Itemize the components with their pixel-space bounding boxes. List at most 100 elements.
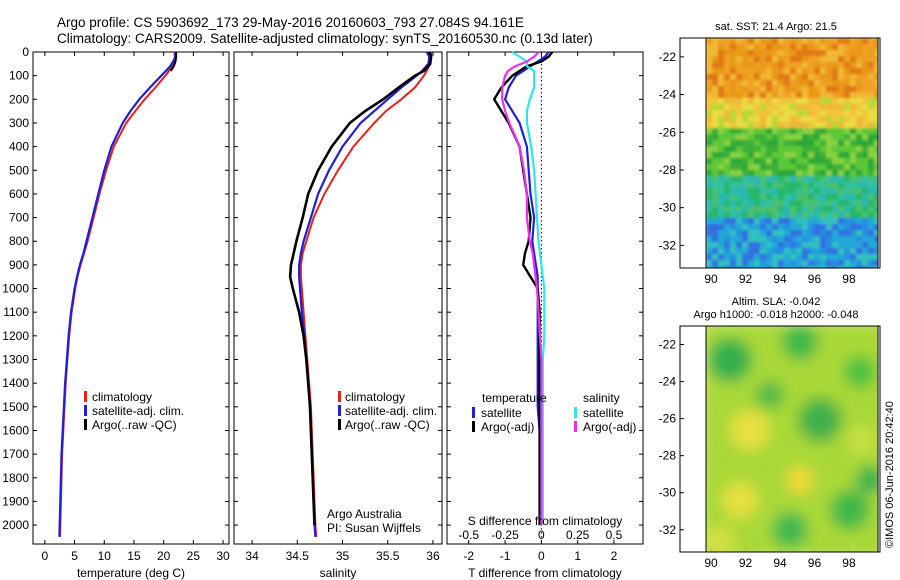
sst-cell: [712, 200, 719, 207]
sst-cell: [874, 254, 878, 261]
sst-cell: [820, 218, 827, 225]
sst-cell: [724, 254, 731, 261]
sst-cell: [754, 164, 761, 171]
sst-cell: [826, 266, 833, 268]
sst-cell: [844, 104, 851, 111]
sst-cell: [826, 80, 833, 87]
sst-cell: [808, 104, 815, 111]
sst-cell: [826, 98, 833, 105]
sst-cell: [796, 68, 803, 75]
temperature-xtick-label: 0: [42, 549, 49, 563]
sst-cell: [730, 158, 737, 165]
diff-top-tick-label: -0.5: [458, 528, 479, 542]
sst-cell: [832, 92, 839, 99]
sst-cell: [820, 212, 827, 219]
sst-cell: [856, 146, 863, 153]
sst-cell: [820, 188, 827, 195]
temperature-ytick-label: 1400: [2, 376, 29, 390]
sst-cell: [784, 44, 791, 51]
sst-cell: [742, 254, 749, 261]
sst-cell: [706, 86, 713, 93]
sst-cell: [802, 218, 809, 225]
sst-cell: [712, 224, 719, 231]
sst-cell: [826, 176, 833, 183]
sst-cell: [736, 218, 743, 225]
sst-cell: [760, 218, 767, 225]
sst-cell: [748, 134, 755, 141]
sst-cell: [856, 68, 863, 75]
sst-cell: [754, 182, 761, 189]
sst-cell: [826, 236, 833, 243]
sst-cell: [820, 44, 827, 51]
sst-cell: [808, 50, 815, 57]
sst-cell: [796, 80, 803, 87]
sst-cell: [802, 146, 809, 153]
sst-cell: [856, 164, 863, 171]
sst-cell: [760, 86, 767, 93]
difference-xtick-label: 0: [538, 549, 545, 563]
sst-cell: [778, 62, 785, 69]
sst-cell: [850, 122, 857, 129]
sst-cell: [862, 50, 869, 57]
sst-cell: [766, 182, 773, 189]
temp-legend-swatch: [84, 391, 87, 402]
sst-cell: [778, 128, 785, 135]
diff-legend-temp-swatch: [472, 421, 475, 432]
sst-cell: [814, 206, 821, 213]
sst-cell: [844, 254, 851, 261]
sst-cell: [844, 206, 851, 213]
sst-cell: [820, 110, 827, 117]
sla-blob: [730, 410, 770, 450]
sst-cell: [724, 158, 731, 165]
sst-cell: [796, 158, 803, 165]
sst-cell: [844, 266, 851, 268]
sst-cell: [760, 164, 767, 171]
sst-cell: [820, 116, 827, 123]
sst-cell: [754, 134, 761, 141]
sst-cell: [706, 104, 713, 111]
sst-cell: [772, 134, 779, 141]
sst-cell: [718, 104, 725, 111]
sst-cell: [874, 110, 878, 117]
sst-cell: [742, 224, 749, 231]
sst-cell: [748, 236, 755, 243]
sst-cell: [718, 80, 725, 87]
sst-cell: [742, 38, 749, 45]
sst-cell: [814, 242, 821, 249]
sst-cell: [826, 164, 833, 171]
sst-cell: [766, 158, 773, 165]
sst-cell: [856, 242, 863, 249]
sst-cell: [868, 92, 875, 99]
sst-cell: [766, 62, 773, 69]
sst-cell: [808, 170, 815, 177]
temp-series-argo: [169, 52, 178, 72]
sst-cell: [766, 92, 773, 99]
sst-cell: [754, 158, 761, 165]
sst-cell: [850, 74, 857, 81]
sst-cell: [772, 56, 779, 63]
sst-cell: [802, 110, 809, 117]
sla-map-title: Altim. SLA: -0.042: [732, 296, 821, 308]
sst-cell: [754, 146, 761, 153]
sst-cell: [790, 50, 797, 57]
sst-cell: [730, 248, 737, 255]
sst-cell: [856, 266, 863, 268]
sst-cell: [808, 218, 815, 225]
temp-series-satellite: [58, 52, 177, 537]
sst-cell: [748, 92, 755, 99]
sst-cell: [820, 80, 827, 87]
sst-cell: [718, 74, 725, 81]
sst-cell: [754, 254, 761, 261]
sst-cell: [808, 80, 815, 87]
sst-cell: [826, 230, 833, 237]
sst-cell: [742, 260, 749, 267]
sst-cell: [844, 158, 851, 165]
sst-cell: [712, 80, 719, 87]
sst-cell: [712, 134, 719, 141]
sst-cell: [778, 248, 785, 255]
sst-cell: [766, 74, 773, 81]
sst-cell: [772, 212, 779, 219]
sst-cell: [796, 140, 803, 147]
sst-cell: [856, 140, 863, 147]
sst-cell: [772, 176, 779, 183]
